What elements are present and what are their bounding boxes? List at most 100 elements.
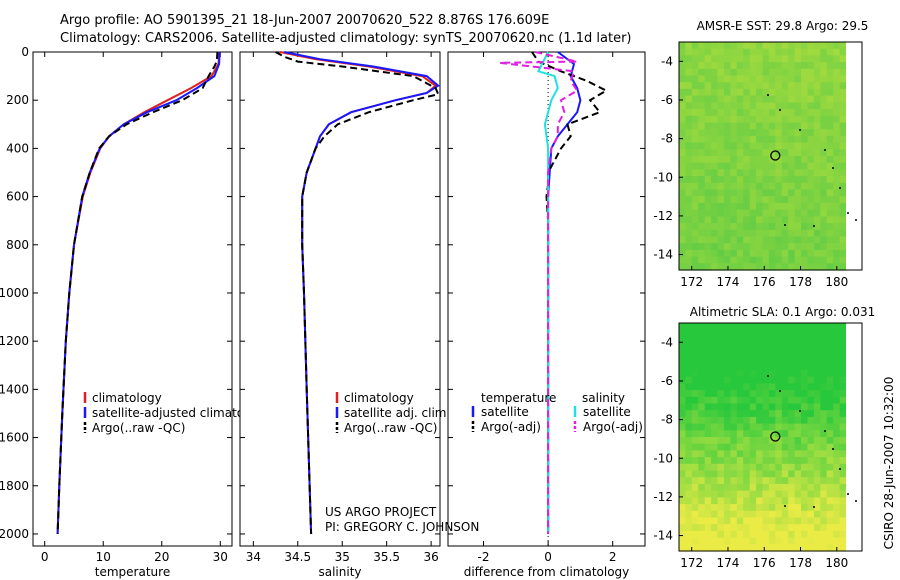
map-cell [698, 343, 706, 351]
map-cell [762, 443, 770, 451]
map-cell [833, 189, 841, 197]
map-cell [743, 256, 751, 264]
map-y-tick-label: -14 [653, 529, 673, 543]
map-cell [762, 223, 770, 231]
map-cell [801, 42, 808, 50]
map-cell [704, 463, 712, 472]
map-cell [679, 369, 686, 378]
map-cell [794, 396, 802, 405]
map-cell [711, 122, 719, 130]
map-cell [691, 223, 699, 231]
map-cell [691, 182, 699, 191]
map-cell [704, 75, 712, 83]
map-cell [820, 483, 828, 492]
map-cell [826, 182, 834, 191]
map-cell [762, 216, 770, 224]
map-cell [807, 343, 815, 351]
map-cell [781, 169, 789, 177]
map-cell [813, 410, 821, 418]
map-cell [788, 450, 796, 458]
map-cell [756, 182, 764, 191]
map-cell [775, 102, 783, 110]
map-cell [711, 510, 719, 519]
map-cell [833, 42, 841, 50]
map-cell [730, 483, 738, 492]
map-cell [762, 537, 770, 545]
map-cell [679, 48, 686, 56]
y-tick-label: 1200 [0, 334, 29, 348]
map-cell [794, 524, 802, 532]
map-cell [717, 416, 725, 425]
map-cell [839, 443, 847, 451]
map-cell [801, 329, 808, 337]
map-cell [717, 450, 725, 458]
map-cell [813, 55, 821, 63]
map-cell [743, 323, 751, 331]
map-cell [704, 423, 712, 431]
map-cell [768, 176, 776, 184]
map-cell [685, 403, 693, 411]
map-cell [820, 517, 828, 525]
map-cell [794, 236, 802, 244]
map-cell [717, 349, 725, 358]
map-cell [839, 369, 847, 378]
map-cell [724, 336, 731, 344]
map-cell [813, 544, 821, 552]
map-cell [813, 423, 821, 431]
map-x-tick-label: 180 [825, 556, 848, 570]
map-cell [717, 189, 725, 197]
map-cell [820, 336, 828, 344]
map-cell [775, 95, 783, 103]
map-cell [826, 142, 834, 150]
map-cell [743, 510, 751, 519]
map-cell [736, 48, 744, 56]
map-cell [781, 443, 789, 451]
map-cell [807, 483, 815, 492]
map-cell [775, 162, 783, 170]
map-cell [775, 410, 783, 418]
map-cell [775, 524, 783, 532]
map-cell [717, 437, 725, 445]
map-cell [775, 423, 783, 431]
map-cell [717, 396, 725, 405]
map-cell [768, 202, 776, 211]
map-cell [768, 115, 776, 124]
map-cell [781, 490, 789, 498]
map-cell [781, 323, 789, 331]
map-cell [756, 115, 764, 124]
map-cell [704, 149, 712, 157]
map-cell [801, 349, 808, 358]
map-cell [749, 109, 757, 117]
map-cell [743, 189, 751, 197]
map-cell [679, 504, 686, 512]
map-cell [768, 75, 776, 83]
map-cell [768, 189, 776, 197]
map-cell [762, 336, 770, 344]
map-cell [698, 423, 706, 431]
map-cell [724, 249, 731, 258]
map-cell [794, 82, 802, 90]
y-tick-label: 1000 [0, 286, 29, 300]
map-cell [756, 544, 764, 552]
map-cell [698, 42, 706, 50]
map-cell [788, 470, 796, 478]
map-cell [691, 202, 699, 211]
map-cell [820, 383, 828, 391]
map-cell [698, 189, 706, 197]
map-cell [698, 209, 706, 217]
map-cell [711, 343, 719, 351]
map-cell [749, 403, 757, 411]
map-cell [711, 102, 719, 110]
map-cell [711, 263, 719, 271]
map-cell [730, 410, 738, 418]
map-cell [813, 48, 821, 56]
map-cell [743, 202, 751, 211]
map-cell [679, 396, 686, 405]
map-cell [788, 423, 796, 431]
map-cell [826, 263, 834, 271]
map-blank-strip [846, 42, 862, 270]
map-cell [736, 443, 744, 451]
map-cell [775, 229, 783, 238]
map-cell [781, 517, 789, 525]
map-cell [833, 363, 841, 371]
